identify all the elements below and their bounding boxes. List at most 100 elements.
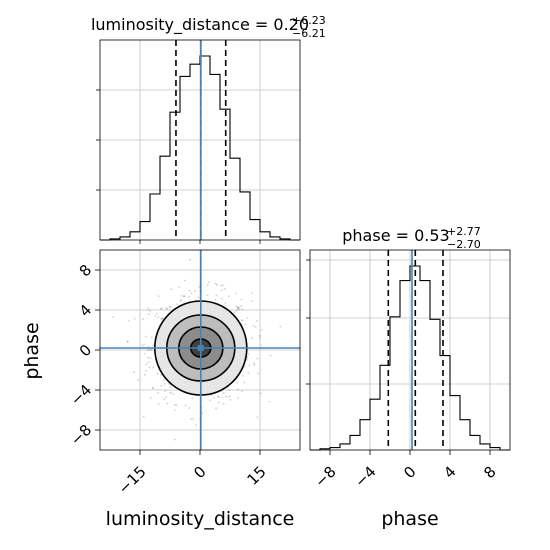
scatter-point (222, 403, 225, 405)
scatter-point (206, 294, 209, 297)
scatter-point (188, 289, 191, 292)
scatter-point (258, 334, 261, 337)
scatter-point (175, 303, 178, 306)
scatter-point (201, 412, 204, 415)
scatter-point (161, 317, 163, 320)
scatter-point (228, 389, 230, 391)
scatter-point (156, 372, 159, 375)
scatter-point (126, 340, 129, 343)
scatter-point (147, 307, 150, 310)
scatter-point (214, 282, 217, 285)
scatter-point (217, 401, 220, 404)
scatter-point (256, 416, 259, 419)
scatter-point (206, 284, 209, 286)
x-tick-label: 4 (440, 463, 459, 482)
scatter-point (170, 392, 173, 395)
scatter-point (236, 381, 238, 384)
scatter-point (250, 292, 253, 295)
scatter-point (256, 357, 259, 360)
scatter-point (168, 306, 171, 308)
scatter-point (255, 320, 258, 322)
scatter-point (197, 296, 200, 299)
scatter-point (126, 340, 129, 343)
scatter-point (172, 393, 175, 395)
scatter-point (241, 374, 244, 377)
x-tick-label: −4 (351, 463, 379, 491)
scatter-point (161, 317, 164, 320)
scatter-point (149, 349, 152, 351)
scatter-point (235, 305, 238, 308)
title-phase-sub: −2.70 (447, 238, 481, 251)
scatter-point (236, 307, 239, 310)
scatter-point (152, 344, 155, 347)
scatter-point (257, 372, 260, 375)
scatter-point (252, 324, 255, 327)
y-tick-label: 0 (76, 341, 95, 360)
scatter-point (154, 315, 157, 318)
scatter-point (247, 353, 250, 356)
scatter-point (148, 366, 151, 369)
scatter-point (182, 295, 185, 298)
x-tick-label: 0 (400, 463, 419, 482)
scatter-point (192, 417, 194, 420)
scatter-point (246, 356, 249, 358)
scatter-point (190, 418, 192, 420)
panel-top-left (96, 39, 301, 244)
scatter-point (222, 284, 225, 287)
scatter-point (180, 298, 183, 301)
scatter-point (221, 396, 224, 399)
truth-marker (197, 345, 204, 351)
scatter-point (190, 292, 193, 295)
scatter-point (163, 398, 166, 400)
scatter-point (157, 295, 160, 298)
scatter-point (145, 363, 148, 366)
scatter-point (164, 390, 167, 393)
scatter-point (173, 409, 176, 412)
scatter-point (237, 306, 240, 309)
scatter-point (228, 395, 231, 397)
x-tick-label: 0 (190, 463, 209, 482)
scatter-point (149, 357, 152, 360)
scatter-point (260, 344, 262, 347)
x-tick-label: −8 (311, 463, 339, 491)
scatter-point (259, 336, 262, 339)
scatter-point (128, 319, 130, 322)
title-phase-base: phase = 0.53 (342, 226, 449, 245)
scatter-point (141, 344, 144, 347)
scatter-point (220, 284, 223, 287)
scatter-point (137, 379, 140, 381)
scatter-point (150, 336, 153, 339)
scatter-point (157, 391, 160, 394)
scatter-point (259, 392, 262, 395)
panel-frame (99, 39, 301, 241)
scatter-point (233, 311, 236, 314)
scatter-point (246, 359, 248, 361)
scatter-point (223, 287, 226, 290)
scatter-point (188, 407, 191, 409)
scatter-point (145, 369, 147, 372)
scatter-point (179, 300, 182, 302)
scatter-point (142, 415, 145, 418)
x-tick-label: −15 (115, 463, 150, 498)
scatter-point (165, 307, 168, 309)
scatter-point (254, 325, 257, 328)
scatter-point (163, 383, 166, 385)
scatter-point (160, 373, 162, 376)
scatter-point (194, 290, 196, 292)
scatter-point (227, 396, 229, 399)
scatter-point (158, 402, 160, 405)
x-tick-label: 8 (480, 463, 499, 482)
scatter-point (162, 379, 165, 382)
scatter-point (224, 302, 227, 304)
y-tick-label: 4 (76, 301, 95, 320)
scatter-point (209, 399, 211, 402)
scatter-point (217, 395, 219, 398)
scatter-point (251, 337, 254, 339)
scatter-point (237, 388, 239, 391)
scatter-point (253, 363, 256, 366)
scatter-point (173, 438, 176, 441)
scatter-point (214, 298, 217, 301)
title-phase-sup: +2.77 (447, 225, 481, 238)
scatter-point (224, 395, 227, 398)
scatter-point (152, 387, 154, 390)
